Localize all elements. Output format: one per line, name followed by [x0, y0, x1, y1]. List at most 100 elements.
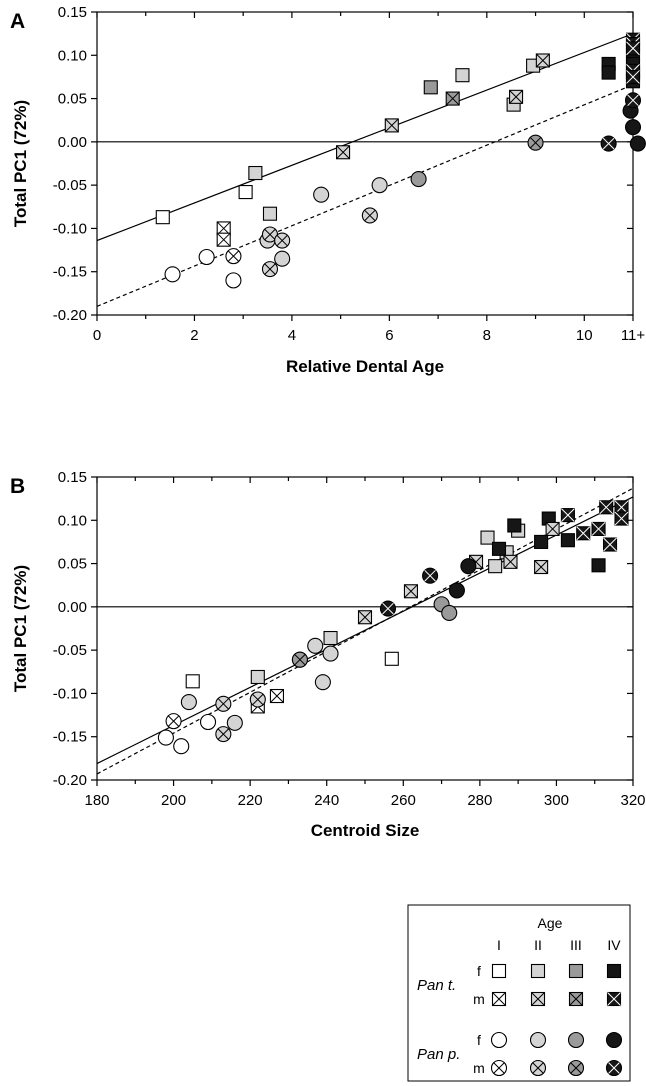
data-point: [198, 248, 215, 266]
data-point: [371, 177, 388, 194]
data-point: [601, 65, 616, 80]
data-point-cross-b: [276, 234, 288, 247]
x-tick-label: 280: [467, 792, 492, 809]
data-point: [534, 534, 549, 549]
legend-species-label: Pan t.: [417, 977, 456, 994]
data-point: [164, 266, 181, 283]
data-point: [173, 738, 190, 755]
data-point-cross-b: [270, 689, 284, 703]
data-point: [155, 210, 170, 225]
data-point: [180, 694, 197, 711]
legend-marker: [605, 1031, 623, 1049]
x-tick-label: 2: [190, 327, 198, 344]
data-point: [560, 533, 575, 548]
legend-marker: [606, 963, 622, 979]
data-point-cross-b: [627, 94, 639, 107]
data-point-cross-b: [626, 41, 640, 56]
x-tick-label: 6: [385, 327, 393, 344]
data-point-cross-b: [384, 118, 399, 133]
data-point: [225, 272, 242, 289]
legend-marker-cross-b: [569, 992, 583, 1006]
data-point: [226, 714, 243, 731]
legend-title: Age: [538, 915, 563, 931]
data-point-cross-b: [217, 698, 230, 710]
data-point: [250, 669, 265, 685]
y-tick-label: -0.10: [53, 220, 87, 237]
data-point-cross-b: [227, 250, 240, 262]
data-point: [441, 604, 458, 621]
x-tick-label: 220: [238, 792, 263, 809]
data-point-cross-b: [503, 554, 518, 569]
x-tick-label: 260: [391, 792, 416, 809]
data-point-cross-b: [294, 653, 306, 666]
legend-marker-cross-b: [531, 992, 545, 1006]
chart-panel-a: A 0 2 4 6 8 10 11+ -0.20 -0.15 -0.10 -0.05 0.00 0.05 0…: [10, 4, 646, 376]
chart-panel-b: B 180 200 220 240 260 280 300 320 -0.20 -0.15 -0.10…: [10, 469, 646, 840]
data-point-cross-b: [561, 508, 575, 522]
data-point-cross-b: [445, 91, 460, 106]
legend-marker: [491, 963, 507, 979]
data-point: [460, 558, 477, 575]
data-point-cross-b: [404, 584, 418, 599]
x-axis-title: Centroid Size: [311, 821, 420, 840]
data-point-cross-b: [599, 500, 614, 515]
data-point: [322, 645, 339, 662]
panel-letter: A: [10, 10, 25, 33]
legend-sex-label: f: [477, 1032, 481, 1048]
data-point: [313, 186, 330, 203]
data-point-cross-b: [603, 537, 617, 552]
y-tick-label: 0.00: [58, 599, 87, 616]
legend-age-label: II: [534, 937, 542, 953]
data-point: [314, 674, 331, 691]
legend-marker-cross-b: [532, 1062, 544, 1074]
data-point-cross-b: [217, 728, 230, 740]
y-tick-label: 0.15: [58, 4, 87, 21]
data-point: [384, 651, 399, 666]
legend-marker-cross-b: [570, 1062, 582, 1074]
x-tick-label: 320: [620, 792, 645, 809]
data-point-cross-b: [167, 715, 180, 727]
x-tick-label: 8: [483, 327, 491, 344]
data-point: [410, 171, 427, 188]
data-point: [423, 80, 438, 95]
legend-marker: [567, 1031, 585, 1049]
legend-marker-cross-b: [608, 1062, 620, 1074]
x-axis-title: Relative Dental Age: [286, 357, 444, 376]
data-point: [591, 558, 606, 573]
legend-marker-cross-b: [493, 1062, 505, 1074]
legend-box: [407, 904, 631, 1082]
data-point: [248, 165, 263, 181]
data-point-cross-b: [252, 693, 264, 706]
data-point-cross-b: [424, 569, 436, 582]
data-point-cross-b: [536, 53, 550, 68]
y-tick-label: -0.15: [53, 264, 87, 281]
legend-sex-label: m: [473, 1060, 485, 1076]
legend-marker-cross-b: [492, 992, 506, 1006]
y-tick-label: 0.00: [58, 134, 87, 151]
y-tick-label: -0.20: [53, 307, 87, 324]
x-tick-label: 10: [576, 327, 593, 344]
data-point: [507, 518, 522, 533]
y-tick-label: 0.10: [58, 47, 87, 64]
data-point-cross-b: [264, 228, 276, 241]
data-point-cross-b: [364, 209, 376, 222]
data-point-cross-b: [336, 145, 350, 160]
y-tick-label: 0.10: [58, 512, 87, 529]
data-point-cross-b: [545, 522, 560, 536]
y-tick-label: -0.05: [53, 642, 87, 659]
fit-line-solid: [97, 33, 633, 242]
data-point-cross-b: [576, 526, 591, 541]
legend-marker: [490, 1031, 508, 1049]
data-point-cross-b: [264, 263, 276, 275]
y-tick-label: 0.15: [58, 469, 87, 486]
data-point-cross-b: [529, 136, 542, 149]
data-point-cross-b: [382, 602, 394, 615]
data-point: [491, 541, 507, 556]
data-point: [629, 135, 646, 152]
plot-frame: [96, 11, 634, 316]
y-tick-label: 0.05: [58, 91, 87, 108]
data-point-cross-b: [602, 137, 615, 150]
y-tick-label: -0.15: [53, 729, 87, 746]
